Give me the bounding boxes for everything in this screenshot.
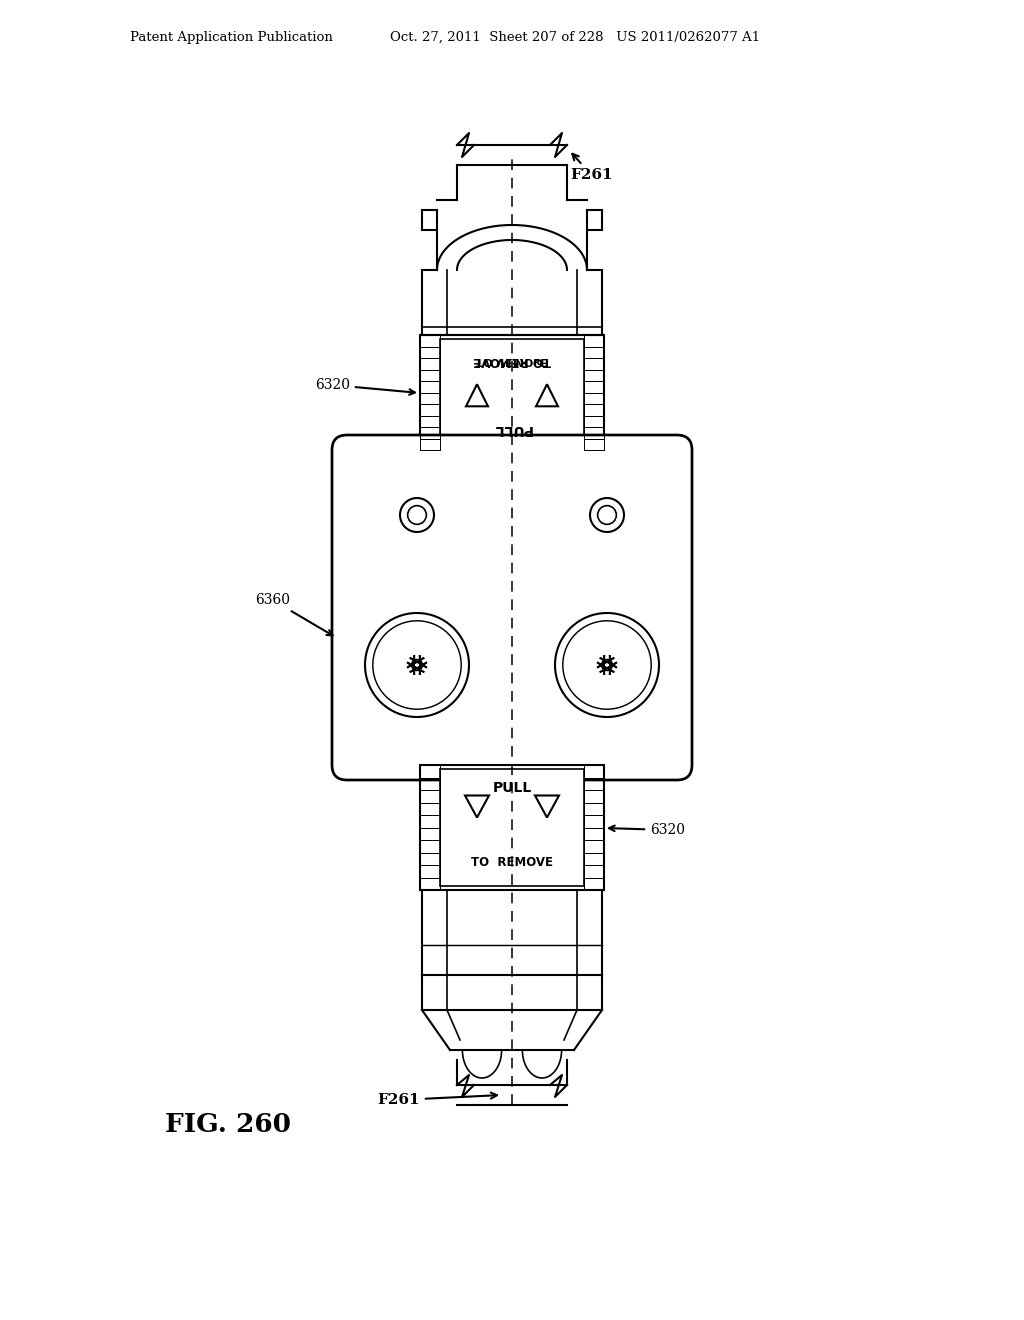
Circle shape — [400, 498, 434, 532]
Bar — [440, 339, 584, 446]
Text: PULL: PULL — [493, 422, 531, 437]
Text: FIG. 260: FIG. 260 — [165, 1113, 291, 1138]
Text: 6320: 6320 — [609, 822, 685, 837]
Text: TO REMOVE: TO REMOVE — [473, 354, 551, 367]
Text: F261: F261 — [570, 154, 612, 182]
Circle shape — [408, 506, 426, 524]
Text: 6360: 6360 — [255, 593, 333, 635]
Circle shape — [373, 620, 461, 709]
Circle shape — [563, 620, 651, 709]
Text: PULL: PULL — [493, 780, 531, 795]
Bar — [420, 335, 604, 450]
Circle shape — [590, 498, 624, 532]
FancyBboxPatch shape — [332, 436, 692, 780]
Circle shape — [598, 506, 616, 524]
Circle shape — [555, 612, 659, 717]
Text: Patent Application Publication: Patent Application Publication — [130, 30, 333, 44]
Circle shape — [365, 612, 469, 717]
Bar — [440, 770, 584, 886]
Text: ƎᴚOMƎV OT: ƎᴚOMƎV OT — [476, 355, 548, 366]
Text: Oct. 27, 2011  Sheet 207 of 228   US 2011/0262077 A1: Oct. 27, 2011 Sheet 207 of 228 US 2011/0… — [390, 30, 760, 44]
Bar — [420, 766, 604, 890]
Text: 6320: 6320 — [315, 378, 415, 395]
Text: F261: F261 — [378, 1093, 497, 1107]
Text: TO  REMOVE: TO REMOVE — [471, 855, 553, 869]
